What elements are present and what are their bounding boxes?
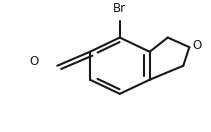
Text: O: O (29, 55, 38, 68)
Text: O: O (193, 39, 202, 52)
Text: Br: Br (113, 2, 126, 15)
